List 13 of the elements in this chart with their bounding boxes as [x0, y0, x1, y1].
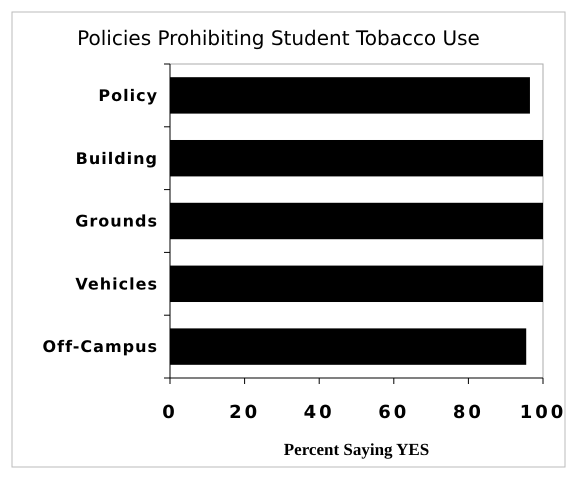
x-tick-label: 0 — [162, 402, 178, 423]
x-tick-label: 100 — [520, 402, 566, 423]
x-tick-label: 60 — [378, 402, 410, 423]
x-axis-title: Percent Saying YES — [284, 440, 430, 459]
x-tick-label: 40 — [304, 402, 335, 423]
x-tick-label: 80 — [452, 402, 484, 423]
y-tick-label: Off-Campus — [42, 337, 158, 356]
y-tick-label: Grounds — [75, 212, 158, 231]
y-tick-label: Building — [76, 148, 158, 168]
chart-title: Policies Prohibiting Student Tobacco Use — [77, 26, 480, 50]
x-tick-label: 20 — [229, 402, 260, 423]
y-tick-label: Policy — [98, 86, 158, 105]
y-tick-label: Vehicles — [75, 274, 158, 294]
